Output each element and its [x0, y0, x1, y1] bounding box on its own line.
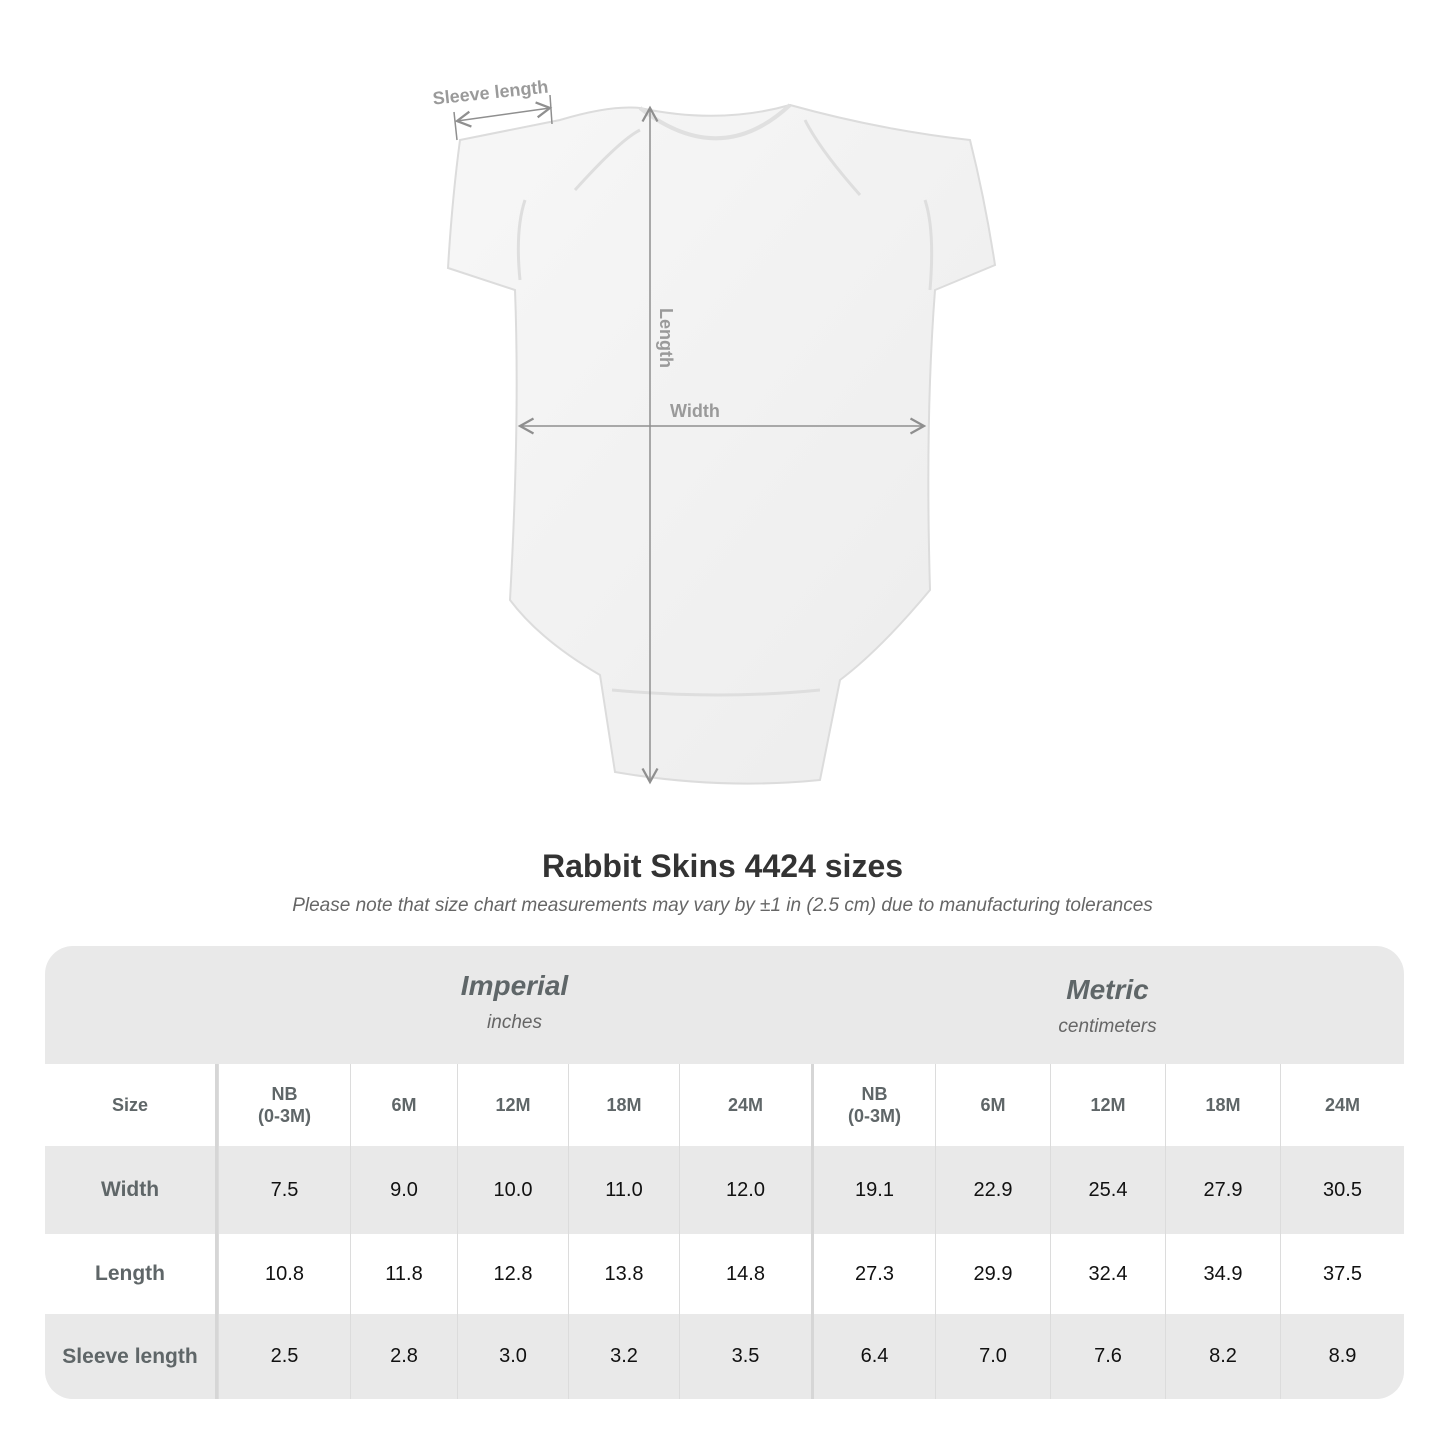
metric-value: 27.9 — [1165, 1146, 1280, 1234]
size-column-header: 6M — [935, 1064, 1050, 1146]
size-column-header: 24M — [679, 1064, 811, 1146]
sleeve-measure — [453, 94, 553, 141]
metric-value: 7.0 — [935, 1314, 1050, 1399]
metric-value: 19.1 — [811, 1146, 935, 1234]
imperial-value: 7.5 — [218, 1146, 350, 1234]
imperial-value: 13.8 — [568, 1234, 679, 1314]
metric-value: 7.6 — [1050, 1314, 1165, 1399]
size-column-header: 18M — [568, 1064, 679, 1146]
imperial-value: 3.5 — [679, 1314, 811, 1399]
row-label: Length — [45, 1234, 218, 1314]
row-label: Sleeve length — [45, 1314, 218, 1399]
table-row: Length 10.8 11.8 12.8 13.8 14.8 27.3 29.9 32.4 34… — [45, 1234, 1404, 1314]
metric-value: 25.4 — [1050, 1146, 1165, 1234]
size-column-header: 18M — [1165, 1064, 1280, 1146]
size-column-header: NB (0-3M) — [811, 1064, 935, 1146]
imperial-header: Imperial inches — [460, 970, 569, 1033]
size-chart-title: Rabbit Skins 4424 sizes — [541, 848, 904, 884]
imperial-value: 10.0 — [457, 1146, 568, 1234]
sleeve-length-label: Sleeve length — [432, 77, 550, 109]
metric-header: Metric centimeters — [1058, 974, 1157, 1037]
imperial-value: 11.0 — [568, 1146, 679, 1234]
metric-value: 8.2 — [1165, 1314, 1280, 1399]
metric-value: 37.5 — [1280, 1234, 1404, 1314]
onesie-body — [446, 103, 997, 785]
metric-value: 22.9 — [935, 1146, 1050, 1234]
imperial-value: 10.8 — [218, 1234, 350, 1314]
size-header-row: Size NB (0-3M) 6M 12M 18M 24M NB (0-3M) 6M 12M 18… — [45, 1064, 1404, 1146]
metric-value: 6.4 — [811, 1314, 935, 1399]
metric-value: 27.3 — [811, 1234, 935, 1314]
metric-value: 34.9 — [1165, 1234, 1280, 1314]
imperial-value: 9.0 — [350, 1146, 457, 1234]
imperial-value: 2.8 — [350, 1314, 457, 1399]
metric-value: 29.9 — [935, 1234, 1050, 1314]
size-table: Imperial inches Metric centimeters Size N… — [45, 946, 1404, 1399]
size-column-header: 24M — [1280, 1064, 1404, 1146]
row-label: Width — [45, 1146, 218, 1234]
imperial-value: 3.2 — [568, 1314, 679, 1399]
size-column-header: 12M — [1050, 1064, 1165, 1146]
imperial-value: 11.8 — [350, 1234, 457, 1314]
length-label: Length — [656, 308, 676, 368]
imperial-value: 2.5 — [218, 1314, 350, 1399]
width-label: Width — [670, 401, 720, 421]
metric-value: 8.9 — [1280, 1314, 1404, 1399]
size-column-header: 12M — [457, 1064, 568, 1146]
size-column-header: NB (0-3M) — [218, 1064, 350, 1146]
size-column-header: 6M — [350, 1064, 457, 1146]
metric-value: 30.5 — [1280, 1146, 1404, 1234]
imperial-value: 12.8 — [457, 1234, 568, 1314]
size-label: Size — [45, 1064, 218, 1146]
table-row: Width 7.5 9.0 10.0 11.0 12.0 19.1 22.9 25.4 27.9 3… — [45, 1146, 1404, 1234]
imperial-value: 12.0 — [679, 1146, 811, 1234]
tolerance-note: Please note that size chart measurements… — [292, 895, 1153, 916]
imperial-value: 3.0 — [457, 1314, 568, 1399]
imperial-value: 14.8 — [679, 1234, 811, 1314]
table-row: Sleeve length 2.5 2.8 3.0 3.2 3.5 6.4 7.0 7.6 8.2… — [45, 1314, 1404, 1399]
metric-value: 32.4 — [1050, 1234, 1165, 1314]
onesie-diagram: Sleeve length Length Width — [432, 77, 997, 785]
